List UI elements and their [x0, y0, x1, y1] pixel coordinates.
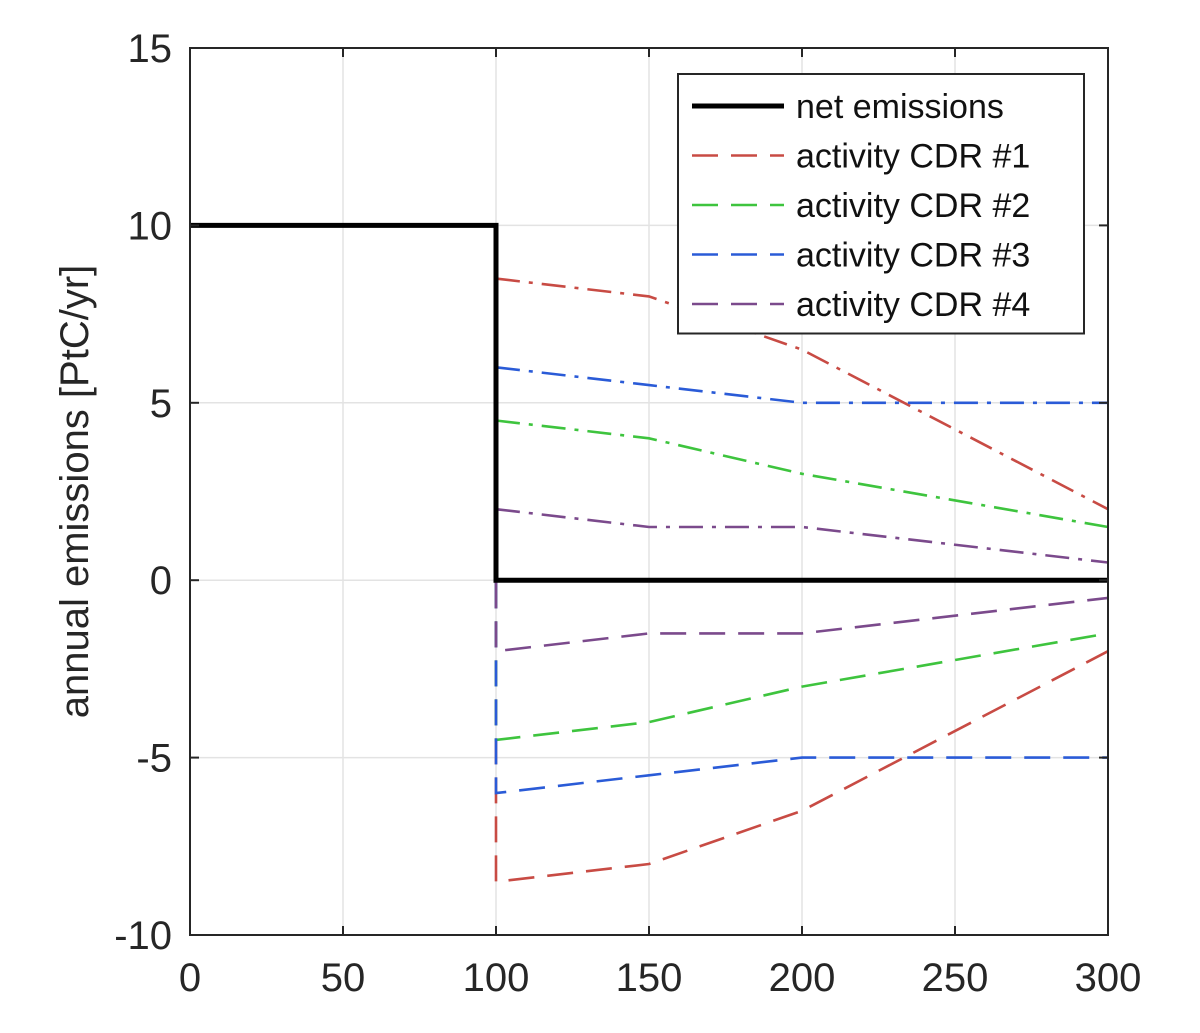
legend-label: net emissions — [796, 88, 1004, 126]
legend-label: activity CDR #2 — [796, 187, 1030, 225]
y-axis-label: annual emissions [PtC/yr] — [53, 265, 97, 719]
y-tick-label: -10 — [114, 914, 172, 958]
legend-label: activity CDR #3 — [796, 237, 1030, 275]
cdr-emission-line-4 — [495, 507, 1109, 564]
cdr-emission-line-2 — [495, 419, 1109, 529]
legend-label: activity CDR #4 — [796, 286, 1030, 324]
y-tick-label: 0 — [150, 559, 172, 603]
x-tick-label: 300 — [1075, 956, 1142, 1000]
y-tick-label: 5 — [150, 382, 172, 426]
legend-label: activity CDR #1 — [796, 138, 1030, 176]
x-tick-label: 50 — [321, 956, 366, 1000]
legend: net emissions activity CDR #1 activity CDR… — [677, 73, 1085, 335]
cdr-emission-line-3 — [495, 366, 1108, 405]
plot-lines — [190, 222, 1109, 884]
y-tick-label: 15 — [128, 27, 173, 71]
x-tick-label: 0 — [179, 956, 201, 1000]
y-tick-label: -5 — [136, 737, 172, 781]
x-tick-label: 150 — [616, 956, 683, 1000]
net-emissions-line — [190, 222, 1108, 583]
x-tick-label: 250 — [922, 956, 989, 1000]
x-tick-label: 200 — [769, 956, 836, 1000]
y-tick-label: 10 — [128, 204, 173, 248]
x-tick-label: 100 — [463, 956, 530, 1000]
